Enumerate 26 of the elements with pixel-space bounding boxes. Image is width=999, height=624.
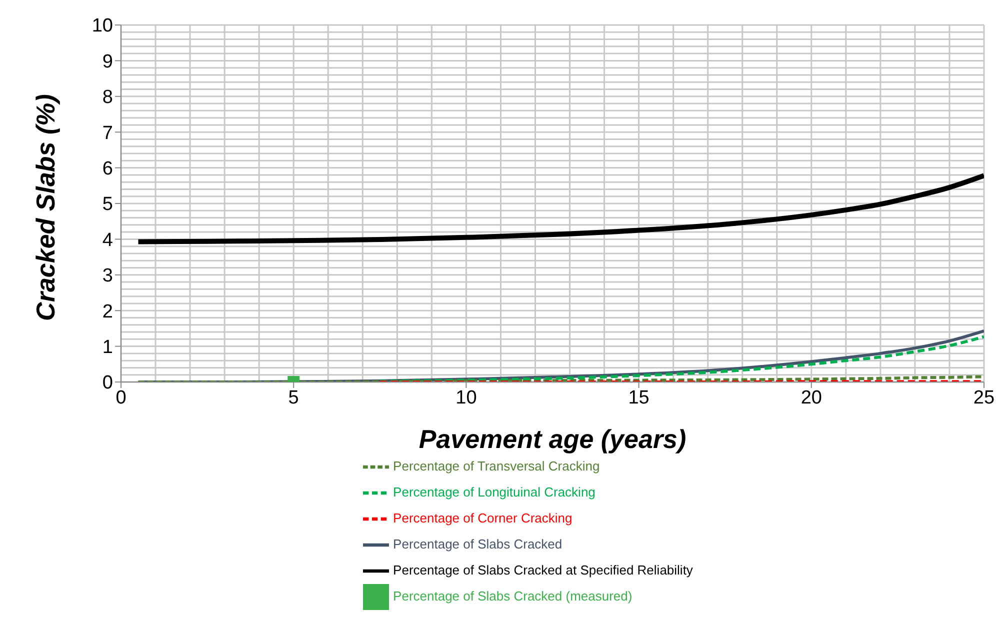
y-tick-label: 5: [102, 194, 113, 216]
x-tick-label: 0: [116, 387, 126, 408]
legend-label: Percentage of Slabs Cracked: [393, 536, 562, 552]
legend-label: Percentage of Slabs Cracked (measured): [393, 588, 632, 604]
y-tick-label: 3: [102, 266, 113, 287]
y-tick-label: 1: [102, 337, 113, 358]
y-tick-label: 4: [102, 230, 114, 251]
y-tick-label: 10: [92, 16, 113, 37]
y-tick-label: 8: [102, 87, 113, 108]
x-tick-label: 25: [973, 387, 995, 408]
y-tick-label: 2: [102, 301, 113, 322]
x-axis-title: Pavement age (years): [418, 424, 686, 454]
line-series: [378, 335, 984, 382]
legend-label: Percentage of Slabs Cracked at Specified Reliability: [393, 562, 693, 578]
y-tick-label: 7: [102, 122, 113, 144]
legend-label: Percentage of Corner Cracking: [393, 510, 572, 526]
y-tick-label: 0: [102, 372, 113, 394]
legend-label: Percentage of Transversal Cracking: [393, 458, 600, 474]
x-tick-label: 20: [800, 387, 822, 408]
y-tick-label: 6: [102, 158, 113, 180]
y-axis-title: Cracked Slabs (%): [30, 92, 62, 322]
y-tick-label: 9: [102, 51, 113, 72]
legend-label: Percentage of Longituinal Cracking: [393, 484, 596, 500]
x-tick-label: 15: [628, 387, 650, 408]
x-tick-label: 10: [456, 387, 477, 408]
x-tick-label: 5: [288, 387, 299, 408]
